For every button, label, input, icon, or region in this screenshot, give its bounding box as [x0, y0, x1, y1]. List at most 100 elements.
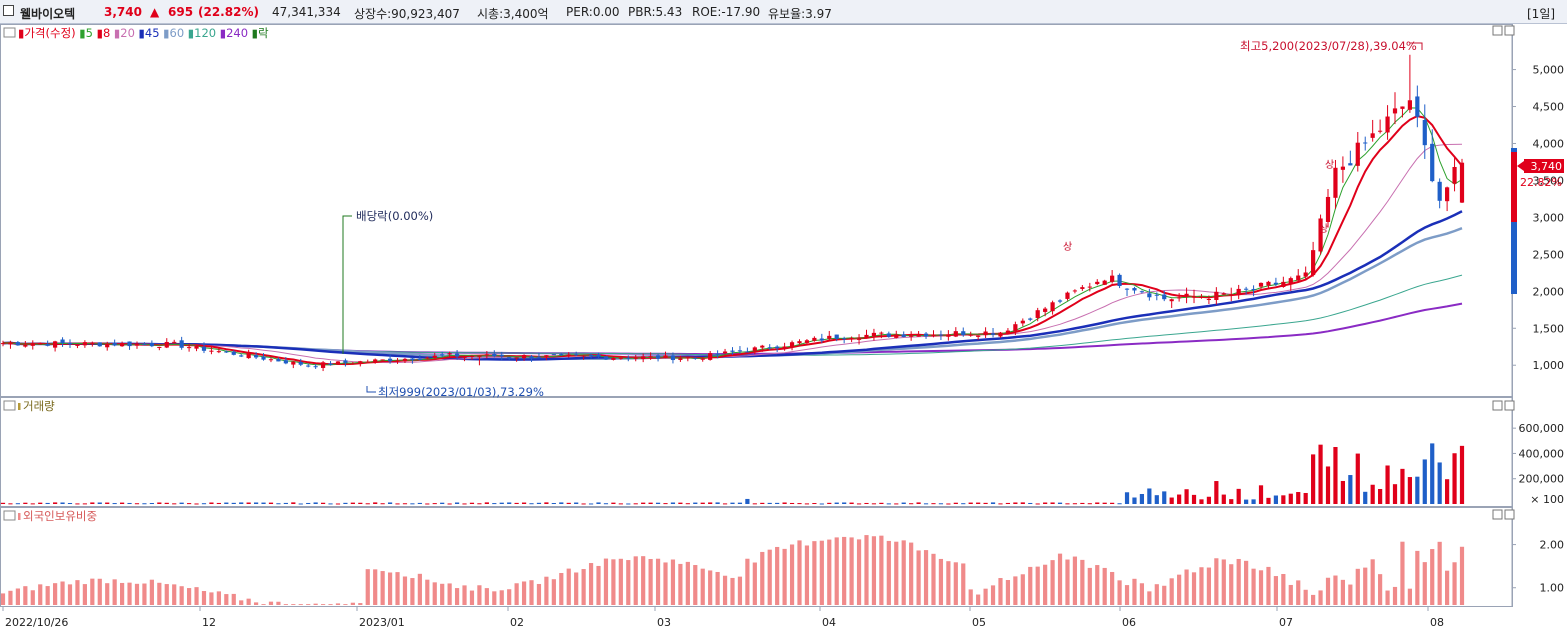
foreign-ratio-bar: [812, 541, 817, 605]
candle-body: [30, 343, 35, 346]
candle-body: [745, 351, 750, 353]
volume-bar: [499, 502, 504, 504]
volume-bar: [1370, 484, 1375, 504]
candle-body: [328, 363, 333, 365]
candle-body: [588, 354, 594, 357]
candle-body: [529, 356, 534, 359]
volume-bar: [1028, 502, 1033, 504]
foreign-ratio-bar: [484, 588, 489, 605]
candle-body: [1028, 318, 1033, 320]
volume-bar: [559, 502, 564, 504]
low-label: 최저999(2023/01/03),73.29%: [378, 385, 544, 399]
volume-bar: [879, 502, 884, 504]
volume-bar: [1340, 480, 1345, 504]
volume-bar: [1407, 477, 1412, 504]
foreign-ratio-bar: [283, 604, 288, 605]
price-panel-toggle-icon[interactable]: [3, 27, 16, 38]
foreign-ratio-bar: [432, 582, 437, 605]
volume-bar: [1184, 489, 1189, 504]
foreign-ratio-bar: [387, 572, 393, 605]
volume-bar: [112, 503, 117, 505]
price-legend: ▮가격(수정) ▮5 ▮8 ▮20 ▮45 ▮60 ▮120 ▮240 ▮락: [3, 26, 269, 40]
volume-bar: [1095, 502, 1100, 504]
candle-body: [700, 358, 705, 360]
period-selector[interactable]: [1일]: [1527, 7, 1556, 21]
volume-bar: [320, 502, 326, 504]
volume-bar: [23, 502, 28, 504]
volume-bar: [834, 502, 839, 504]
current-price: 3,740: [104, 5, 142, 19]
candle-body: [603, 356, 609, 360]
volume-bar: [1452, 453, 1457, 504]
foreign-ratio-bar: [1452, 562, 1457, 605]
volume-bar: [708, 502, 713, 504]
volume-bar: [1281, 495, 1286, 504]
foreign-ratio-bar: [559, 572, 564, 605]
foreign-panel-toggle-icon[interactable]: [3, 510, 16, 521]
volume-bar: [752, 503, 757, 505]
foreign-ratio-bar: [1400, 541, 1405, 605]
foreign-ratio-bar: [1206, 567, 1212, 605]
candle-body: [983, 331, 988, 336]
foreign-ratio-bar: [1162, 585, 1167, 605]
candle-body: [179, 340, 184, 348]
price-tick-label: 3,000: [1533, 211, 1565, 224]
select-checkbox[interactable]: [3, 5, 14, 16]
candle-body: [938, 334, 944, 336]
foreign-ratio-bar: [1370, 559, 1375, 605]
minimize-icon[interactable]: [1492, 25, 1503, 36]
foreign-ratio-bar: [1087, 567, 1092, 605]
candle-body: [23, 344, 28, 347]
volume-bar: [849, 502, 854, 504]
candle-body: [8, 342, 13, 345]
ma-line-120: [2, 274, 1463, 356]
candle-body: [1407, 100, 1412, 110]
candle-body: [1035, 310, 1040, 318]
stock-name[interactable]: 웰바이오텍: [20, 7, 76, 21]
foreign-ratio-bar: [343, 604, 348, 605]
volume-bar: [507, 502, 512, 504]
close-icon[interactable]: [1504, 400, 1515, 411]
foreign-ratio-bar: [618, 558, 623, 605]
close-icon[interactable]: [1504, 25, 1515, 36]
foreign-ratio-bar: [722, 575, 728, 605]
close-icon[interactable]: [1504, 509, 1515, 520]
candle-body: [283, 360, 288, 364]
foreign-ratio-bar: [1020, 574, 1025, 605]
candle-body: [1206, 299, 1212, 301]
volume-bar: [1266, 497, 1271, 504]
candle-body: [1303, 272, 1308, 277]
candle-body: [1459, 162, 1465, 203]
foreign-ratio-bar: [916, 550, 921, 605]
foreign-ratio-bar: [209, 592, 214, 605]
candle-body: [120, 343, 125, 347]
candle-body: [909, 335, 914, 337]
retention-ratio: 유보율:3.97: [768, 7, 832, 21]
volume-bar: [253, 502, 259, 504]
candle-body: [432, 355, 437, 358]
foreign-ratio-bar: [0, 593, 6, 605]
minimize-icon[interactable]: [1492, 400, 1503, 411]
foreign-ratio-bar: [306, 604, 311, 605]
volume-bar: [1437, 462, 1442, 504]
foreign-ratio-bar: [120, 582, 125, 605]
volume-panel-toggle-icon[interactable]: [3, 400, 16, 411]
candle-body: [469, 355, 475, 358]
volume-bar: [946, 503, 951, 505]
minimize-icon[interactable]: [1492, 509, 1503, 520]
candle-body: [797, 341, 802, 344]
price-tick-label: 1,500: [1533, 322, 1565, 335]
volume-bar: [938, 503, 944, 505]
volume-bar: [819, 503, 824, 505]
volume-bar: [30, 503, 35, 505]
foreign-ratio-bar: [328, 604, 333, 605]
foreign-ratio-bar: [1459, 546, 1465, 605]
foreign-ratio-bar: [1139, 583, 1145, 605]
candle-body: [1244, 288, 1249, 290]
candle-body: [97, 342, 102, 347]
volume-bar: [1147, 488, 1152, 504]
foreign-ratio-bar: [1333, 575, 1338, 605]
candle-body: [648, 356, 653, 358]
volume-bar: [1400, 468, 1405, 504]
volume-bar: [1102, 502, 1107, 504]
